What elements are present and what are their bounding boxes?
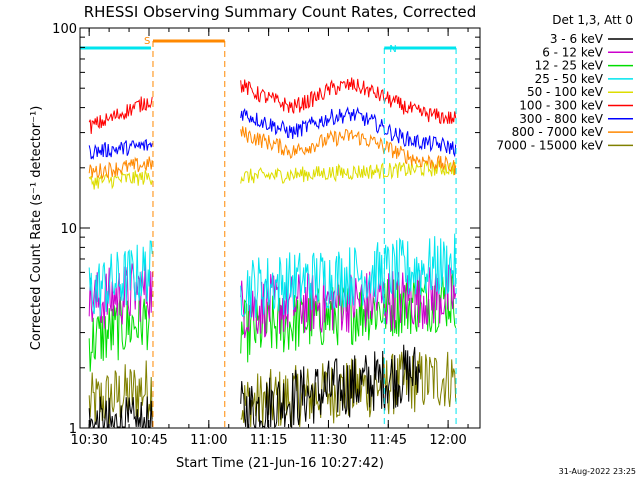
flag-label-S: S	[144, 36, 150, 47]
legend-label-0: 3 - 6 keV	[550, 32, 604, 46]
y-axis-label: Corrected Count Rate (s⁻¹ detector⁻¹)	[29, 106, 44, 351]
y-tick-label-0: 1	[69, 422, 77, 437]
series-line-0-0	[88, 396, 153, 428]
series-line-7-0	[88, 156, 153, 180]
series-line-8-1	[240, 351, 457, 428]
x-tick-label-4: 11:30	[310, 433, 347, 448]
legend-header: Det 1,3, Att 0	[552, 13, 633, 27]
series-line-5-0	[88, 96, 153, 134]
x-tick-label-5: 11:45	[370, 433, 407, 448]
legend-label-2: 12 - 25 keV	[535, 59, 604, 73]
x-tick-label-2: 11:00	[190, 433, 227, 448]
series-line-0-1	[240, 344, 421, 429]
legend-label-6: 300 - 800 keV	[519, 112, 603, 126]
x-axis-label: Start Time (21-Jun-16 10:27:42)	[176, 456, 384, 471]
legend-label-8: 7000 - 15000 keV	[496, 138, 603, 152]
flag-label-N: N	[389, 44, 396, 55]
series-line-3-0	[88, 240, 153, 317]
legend-label-5: 100 - 300 keV	[519, 99, 603, 113]
plot-area: SN	[80, 36, 457, 429]
legend-label-7: 800 - 7000 keV	[512, 125, 604, 139]
x-tick-label-1: 10:45	[130, 433, 167, 448]
series-line-2-0	[88, 286, 153, 372]
series-line-7-1	[240, 126, 457, 176]
legend-label-4: 50 - 100 keV	[527, 85, 604, 99]
chart-title: RHESSI Observing Summary Count Rates, Co…	[84, 3, 477, 21]
x-tick-label-3: 11:15	[250, 433, 287, 448]
x-tick-label-0: 10:30	[70, 433, 107, 448]
legend-label-3: 25 - 50 keV	[535, 72, 604, 86]
series-line-6-0	[88, 138, 153, 160]
series-line-5-1	[240, 77, 457, 125]
y-tick-label-2: 100	[52, 22, 77, 37]
series-line-4-1	[240, 160, 457, 184]
y-tick-label-1: 10	[60, 222, 77, 237]
series-line-4-0	[88, 170, 153, 190]
series-line-3-1	[240, 233, 457, 318]
series-line-6-1	[240, 106, 457, 158]
x-tick-label-6: 12:00	[429, 433, 466, 448]
legend-label-1: 6 - 12 keV	[542, 45, 604, 59]
axes: 10:30 10:45 11:00 11:15 11:30 11:45 12:00 1 10 10…	[52, 22, 480, 448]
footer-timestamp: 31-Aug-2022 23:25	[559, 467, 636, 476]
